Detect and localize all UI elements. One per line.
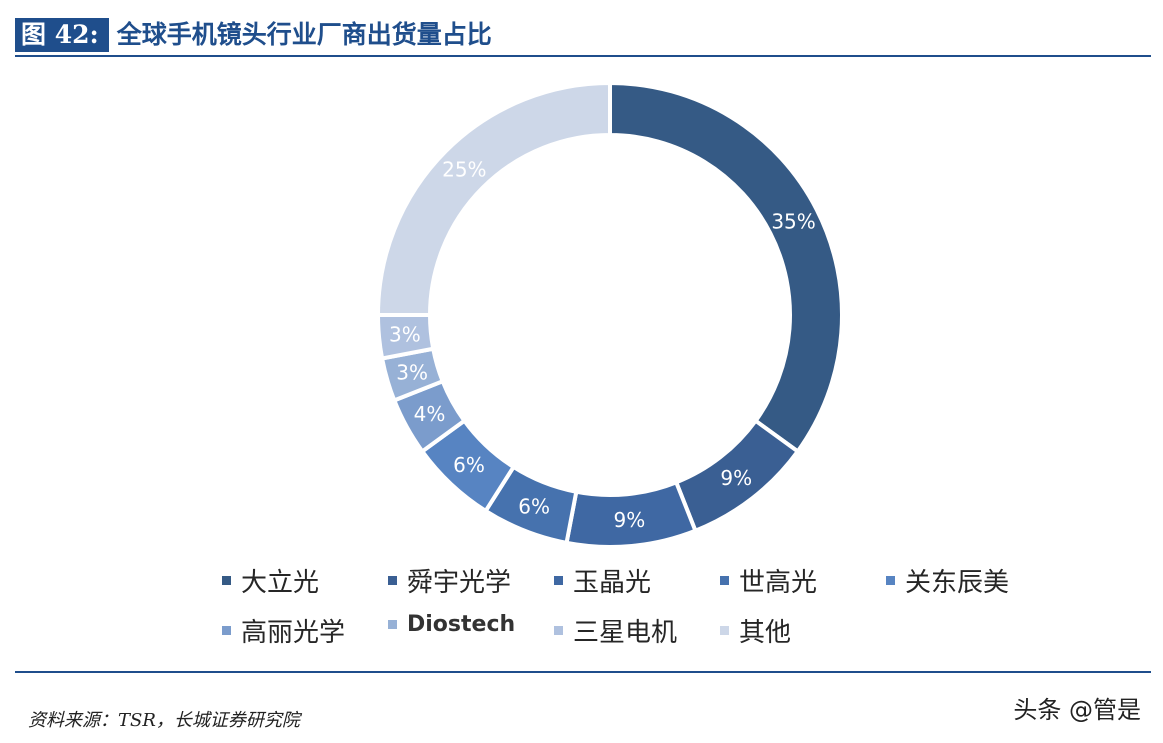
legend-swatch [222,576,231,585]
legend-swatch [720,626,729,635]
slice-label-7: 3% [396,360,428,384]
slice-label-5: 6% [453,453,485,477]
figure-number: 图 42: [15,18,109,52]
legend-item-6: 高丽光学 [222,612,345,649]
legend-label: 关东辰美 [905,568,1010,598]
slice-label-9: 25% [442,157,486,181]
slice-label-2: 9% [720,466,752,490]
legend-item-7: Diostech [388,612,515,637]
slice-label-4: 6% [518,495,550,519]
legend-swatch [720,576,729,585]
slice-label-6: 4% [414,402,446,426]
legend-swatch [388,576,397,585]
legend-label: 大立光 [241,568,320,598]
legend-item-5: 关东辰美 [886,562,1009,599]
slice-label-8: 3% [389,322,421,346]
legend-label: 三星电机 [573,618,678,648]
legend-item-2: 舜宇光学 [388,562,511,599]
figure-title: 全球手机镜头行业厂商出货量占比 [116,20,492,49]
legend-label: 舜宇光学 [407,568,512,598]
legend-item-9: 其他 [720,612,791,649]
source-note: 资料来源：TSR，长城证券研究院 [28,710,300,731]
legend-label: 高丽光学 [241,618,346,648]
figure-header: 图 42: 全球手机镜头行业厂商出货量占比 [15,18,492,52]
legend-item-8: 三星电机 [554,612,677,649]
legend-label: 其他 [739,618,792,648]
legend-swatch [554,576,563,585]
watermark: 头条 @管是 [1013,696,1141,724]
donut-slice-9 [375,80,612,317]
legend-item-4: 世高光 [720,562,817,599]
legend-swatch [388,620,397,629]
slice-label-3: 9% [614,508,646,532]
legend-label: 世高光 [739,568,818,598]
top-divider [15,55,1151,57]
donut-chart: 35% 9% 9% 6% 6% 4% 3% 3% 25% [375,80,844,547]
legend-swatch [222,626,231,635]
legend-swatch [554,626,563,635]
legend-swatch [886,576,895,585]
bottom-divider [15,671,1151,673]
legend-item-1: 大立光 [222,562,319,599]
slice-label-1: 35% [771,209,815,233]
legend-item-3: 玉晶光 [554,562,651,599]
legend-label: Diostech [407,612,516,637]
legend-label: 玉晶光 [573,568,652,598]
donut-slice-1 [608,80,844,455]
